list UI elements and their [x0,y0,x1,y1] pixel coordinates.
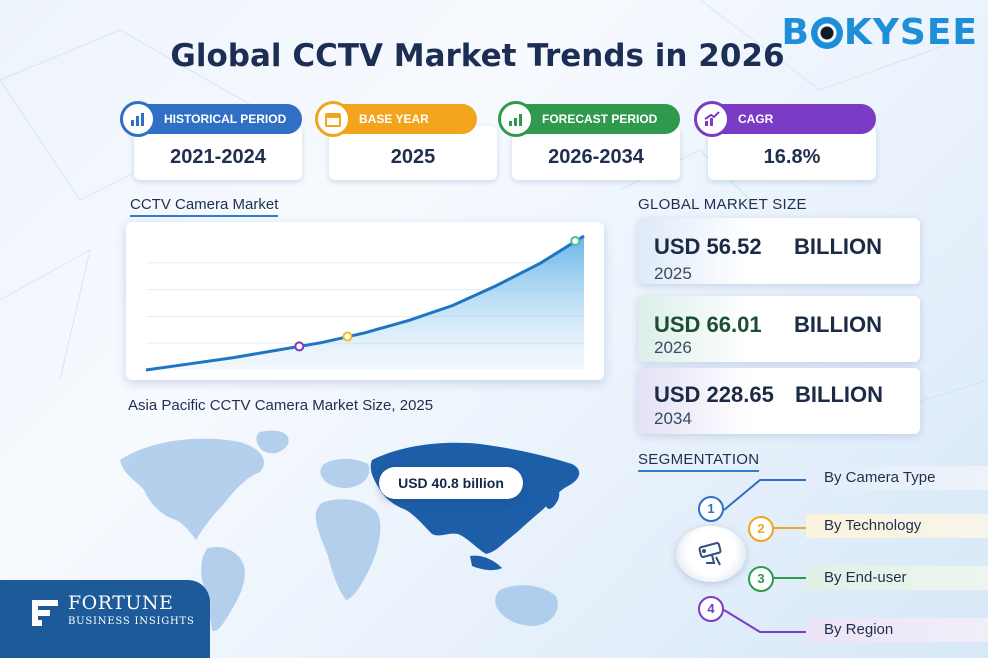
brand-logo-text-start: B [781,12,810,53]
stat-card-value: 2026-2034 [548,146,644,168]
stat-card-base-year: BASE YEAR 2025 [315,101,497,180]
market-size-amount: USD 228.65 [654,382,774,407]
brand-logo: B KYSEE [781,12,978,53]
chart-area-fill [146,236,584,370]
market-size-card-2025: USD 56.52 BILLION 2025 [638,218,920,284]
japan-shape [546,488,560,509]
asia-pacific-value-callout: USD 40.8 billion [379,467,523,499]
trend-chart-icon [694,101,730,137]
fortune-business-insights-logo: FORTUNE BUSINESS INSIGHTS [0,580,210,658]
segment-number-4: 4 [698,596,724,622]
market-size-amount: USD 56.52 [654,234,762,259]
stat-card-historical-period: HISTORICAL PERIOD 2021-2024 [120,101,302,180]
market-chart-card [126,222,604,380]
fortune-logo-sub: BUSINESS INSIGHTS [68,616,195,627]
market-size-amount: USD 66.01 [654,312,762,337]
market-size-year: 2025 [654,264,692,283]
stat-card-box [134,126,302,180]
market-size-year: 2026 [654,338,692,357]
segment-end-user: By End-user [806,566,988,590]
brand-logo-text-end: KYSEE [843,12,978,53]
fortune-logo-name: FORTUNE [68,592,174,614]
bar-chart-icon [120,101,156,137]
segment-region: By Region [806,618,988,642]
market-size-year: 2034 [654,409,692,428]
segment-number-2: 2 [748,516,774,542]
segment-number-3: 3 [748,566,774,592]
chart-point-3 [570,235,581,246]
south-america-shape [201,546,245,632]
stat-card-value: 2021-2024 [170,146,266,168]
cctv-camera-icon [676,526,746,582]
segment-camera-type: By Camera Type [806,466,988,490]
segment-technology: By Technology [806,514,988,538]
asia-pacific-label: Asia Pacific CCTV Camera Market Size, 20… [128,397,434,414]
market-size-unit: BILLION [795,382,883,407]
fortune-logo-icon [32,600,58,626]
chart-point-1 [294,341,305,352]
market-size-card-2034: USD 228.65 BILLION 2034 [638,368,920,434]
segment-number-1: 1 [698,496,724,522]
market-area-chart [145,234,585,372]
stat-card-box [329,126,497,180]
stat-card-box [708,126,876,180]
southeast-asia-shape [470,555,502,571]
stat-card-box [512,126,680,180]
chart-series-line [145,234,585,372]
growth-chart-icon [498,101,534,137]
north-america-shape [120,438,264,540]
greenland-shape [256,430,289,454]
stat-card-forecast-period: FORECAST PERIOD 2026-2034 [498,101,680,180]
market-size-card-2026: USD 66.01 BILLION 2026 [638,296,920,362]
calendar-icon [315,101,351,137]
global-market-size-label: GLOBAL MARKET SIZE [638,196,807,213]
chart-point-2 [342,331,353,342]
segmentation-connectors [723,479,810,633]
segmentation-label: SEGMENTATION [638,451,760,472]
page-title: Global CCTV Market Trends in 2026 [170,38,785,74]
stat-card-cagr: CAGR 16.8% [694,101,876,180]
market-size-unit: BILLION [794,234,882,259]
market-chart-label: CCTV Camera Market [130,196,279,217]
europe-shape [320,458,370,489]
eye-icon [810,16,843,49]
australia-shape [495,585,558,626]
stat-card-value: 16.8% [763,146,821,168]
market-size-unit: BILLION [794,312,882,337]
stat-card-value: 2025 [390,146,436,168]
africa-shape [315,499,381,600]
